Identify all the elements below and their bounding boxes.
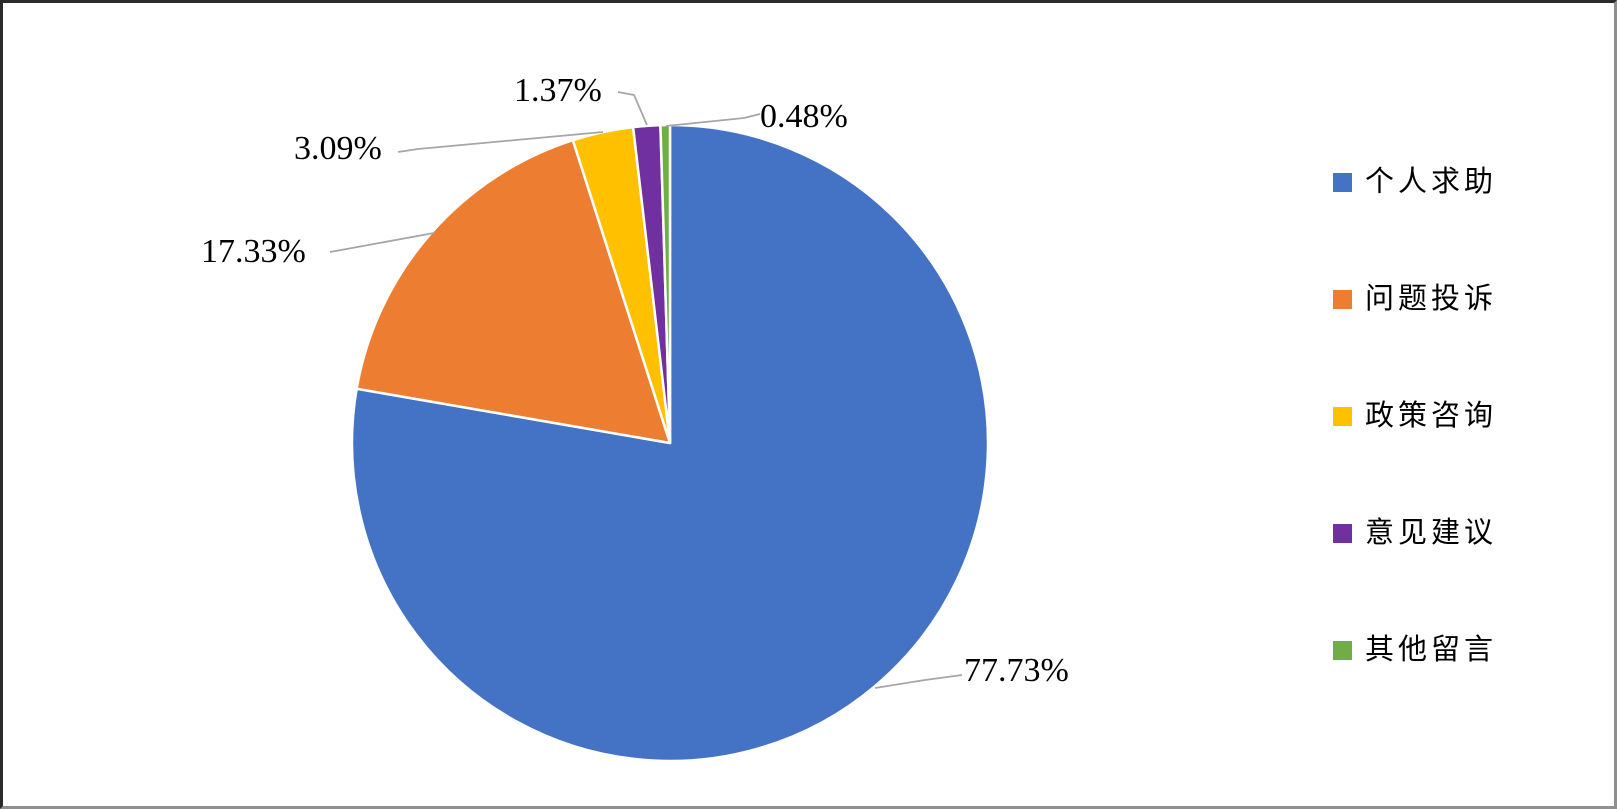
leader-line-0	[874, 674, 963, 689]
legend-item-3: 意见建议	[1333, 514, 1497, 553]
legend-label-2: 政策咨询	[1365, 400, 1498, 432]
legend-swatch-1	[1333, 290, 1352, 309]
data-label-slice-2: 3.09%	[294, 130, 382, 167]
legend-swatch-0	[1333, 173, 1352, 192]
data-label-slice-4: 0.48%	[760, 98, 848, 135]
leader-line-1	[329, 232, 435, 253]
legend-swatch-3	[1333, 524, 1352, 543]
legend-swatch-4	[1333, 641, 1352, 660]
data-label-slice-1: 17.33%	[201, 233, 306, 270]
legend-item-0: 个人求助	[1333, 163, 1497, 202]
legend-label-0: 个人求助	[1365, 166, 1498, 198]
data-label-slice-0: 77.73%	[964, 652, 1069, 689]
legend: 个人求助 问题投诉 政策咨询 意见建议 其他留言	[1333, 163, 1497, 670]
legend-label-1: 问题投诉	[1365, 283, 1498, 315]
legend-label-3: 意见建议	[1365, 517, 1498, 549]
legend-item-2: 政策咨询	[1333, 397, 1497, 436]
leader-line-2	[397, 131, 604, 153]
legend-item-1: 问题投诉	[1333, 280, 1497, 319]
legend-item-4: 其他留言	[1333, 631, 1497, 670]
leader-line-4	[665, 113, 761, 127]
data-label-slice-3: 1.37%	[514, 72, 602, 109]
legend-label-4: 其他留言	[1365, 634, 1498, 666]
leader-line-3	[617, 91, 648, 126]
legend-swatch-2	[1333, 407, 1352, 426]
